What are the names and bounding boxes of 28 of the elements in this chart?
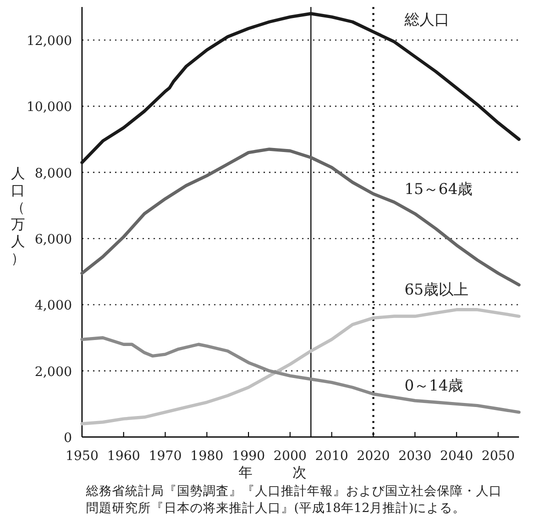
series-label: 総人口 <box>403 10 450 29</box>
y-tick-label: 4,000 <box>34 298 72 314</box>
text: 総務省統計局『国勢調査』『人口推計年報』および国立社会保障・人口 <box>85 483 502 498</box>
series-label: 65歳以上 <box>404 280 469 298</box>
line-series <box>80 308 521 426</box>
y-tick-label: 12,000 <box>26 34 72 50</box>
x-tick-label: 1970 <box>148 449 182 464</box>
x-tick-label: 1960 <box>107 449 140 464</box>
x-tick-label: 1950 <box>65 449 99 464</box>
line-series <box>80 336 521 414</box>
x-tick-label: 2010 <box>315 449 348 464</box>
y-tick-label: 0 <box>64 431 72 446</box>
x-tick-label: 2030 <box>398 449 432 464</box>
y-axis-title: 人口（万人） <box>11 166 25 267</box>
y-tick-label: 10,000 <box>26 100 72 116</box>
y-tick-label: 6,000 <box>34 232 72 248</box>
x-tick-label: 2050 <box>482 449 515 464</box>
x-tick-label: 1990 <box>232 449 266 464</box>
y-tick-label: 2,000 <box>34 364 72 380</box>
y-tick-label: 8,000 <box>34 166 72 182</box>
series-label: 15～64歳 <box>404 180 473 198</box>
x-axis-title: 年次 <box>238 465 346 481</box>
x-tick-label: 2000 <box>274 449 307 464</box>
text: 問題研究所『日本の将来推計人口』(平成18年12月推計)による。 <box>86 500 466 515</box>
x-tick-label: 2020 <box>356 449 390 464</box>
x-tick-label: 2040 <box>440 449 474 464</box>
series-label: 0～14歳 <box>404 376 464 395</box>
x-tick-label: 1980 <box>190 449 224 464</box>
